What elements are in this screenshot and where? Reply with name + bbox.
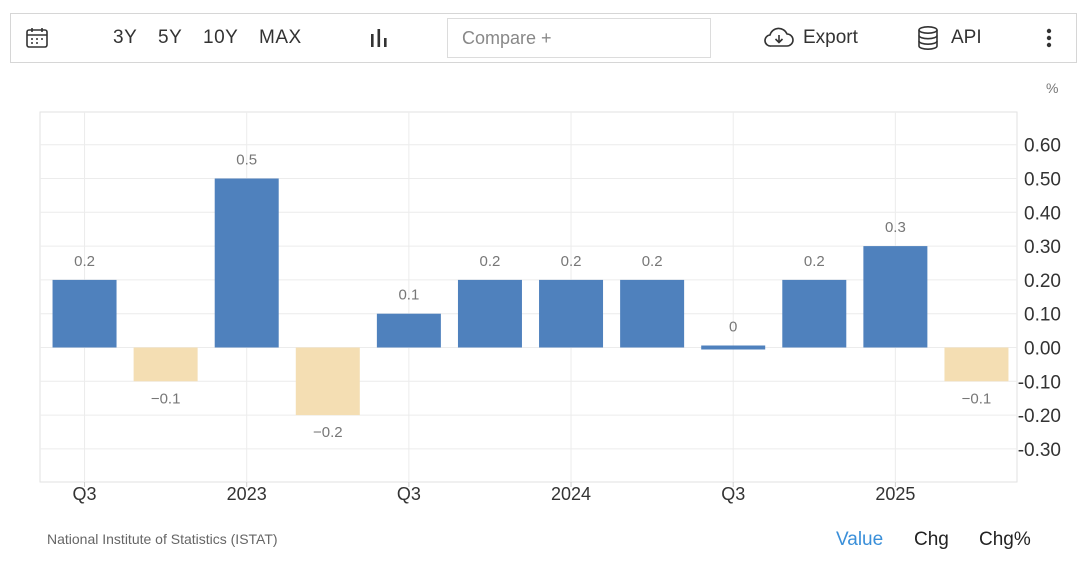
tab-value[interactable]: Value (836, 529, 884, 550)
y-tick-label: -0.20 (1018, 406, 1061, 427)
range-5y-button[interactable]: 5Y (158, 27, 183, 48)
bar (52, 279, 117, 348)
y-tick-label: 0.20 (1024, 271, 1061, 292)
bar-value-label: 0.2 (561, 253, 582, 270)
tab-chg-percent[interactable]: Chg% (979, 529, 1031, 550)
bar-value-label: 0.5 (236, 152, 257, 169)
y-tick-label: 0.00 (1024, 339, 1061, 360)
bar (944, 347, 1009, 382)
x-tick-label: Q3 (721, 484, 745, 504)
x-tick-label: Q3 (73, 484, 97, 504)
chart-bars (52, 178, 1009, 416)
y-tick-label: 0.60 (1024, 136, 1061, 157)
bar-value-label: 0.2 (642, 253, 663, 270)
range-3y-button[interactable]: 3Y (113, 27, 138, 48)
export-button[interactable]: Export (763, 14, 858, 62)
x-tick-label: 2024 (551, 484, 591, 504)
bar-chart: 0.2−0.10.5−0.20.10.2 0.2 0.200.20.3−0.1 0.… (39, 111, 1061, 504)
plot-frame (39, 111, 1018, 483)
x-tick-label: 2025 (875, 484, 915, 504)
calendar-icon[interactable] (25, 14, 49, 62)
bar (376, 313, 441, 348)
api-button[interactable]: API (917, 14, 982, 62)
chart-toolbar: 3Y 5Y 10Y MAX Export (10, 13, 1077, 63)
bar-value-label: 0 (729, 319, 737, 336)
bar (214, 178, 279, 348)
y-axis-ticks: 0.60 0.50 0.40 0.30 0.20 0.10 0.00 -0.10 -0.20 -0… (1018, 136, 1061, 461)
bar-value-label: 0.3 (885, 219, 906, 236)
source-label: National Institute of Statistics (ISTAT) (47, 531, 278, 547)
bar (295, 347, 360, 416)
y-tick-label: 0.40 (1024, 203, 1061, 224)
unit-label: % (1046, 80, 1059, 96)
bar-value-label: −0.1 (151, 390, 181, 407)
tab-chg[interactable]: Chg (914, 529, 949, 550)
bar-value-label: 0.1 (398, 287, 419, 304)
bar-value-label: 0.2 (480, 253, 501, 270)
chart-grid (39, 111, 1018, 483)
y-tick-label: -0.10 (1018, 372, 1061, 393)
export-label: Export (803, 27, 858, 48)
x-tick-label: 2023 (227, 484, 267, 504)
y-tick-label: 0.10 (1024, 305, 1061, 326)
api-label: API (951, 27, 982, 48)
chart-value-labels: 0.2 −0.1 0.5 −0.2 0.1 0.2 0.2 0.2 0 0.2 0.3 −0.1 (74, 152, 991, 442)
x-tick-label: Q3 (397, 484, 421, 504)
more-vertical-icon[interactable] (1045, 14, 1053, 62)
bar (701, 345, 766, 350)
database-icon (917, 25, 939, 51)
range-10y-button[interactable]: 10Y (203, 27, 239, 48)
bar-chart-icon[interactable] (369, 14, 391, 62)
range-max-button[interactable]: MAX (259, 27, 302, 48)
y-tick-label: 0.30 (1024, 237, 1061, 258)
y-tick-label: 0.50 (1024, 170, 1061, 191)
bar (539, 279, 604, 348)
bar (457, 279, 522, 348)
bar (782, 279, 847, 348)
compare-input[interactable] (460, 26, 704, 50)
cloud-download-icon (763, 27, 795, 49)
bar-value-label: 0.2 (804, 253, 825, 270)
bar-value-label: −0.1 (962, 390, 992, 407)
compare-field[interactable] (447, 18, 711, 58)
bar (863, 246, 928, 348)
bar (620, 279, 685, 348)
x-axis-ticks: Q3 2023 Q3 2024 Q3 2025 (73, 482, 915, 504)
bar (133, 347, 198, 382)
bar-value-label: −0.2 (313, 424, 343, 441)
bar-value-label: 0.2 (74, 253, 95, 270)
y-tick-label: -0.30 (1018, 440, 1061, 461)
